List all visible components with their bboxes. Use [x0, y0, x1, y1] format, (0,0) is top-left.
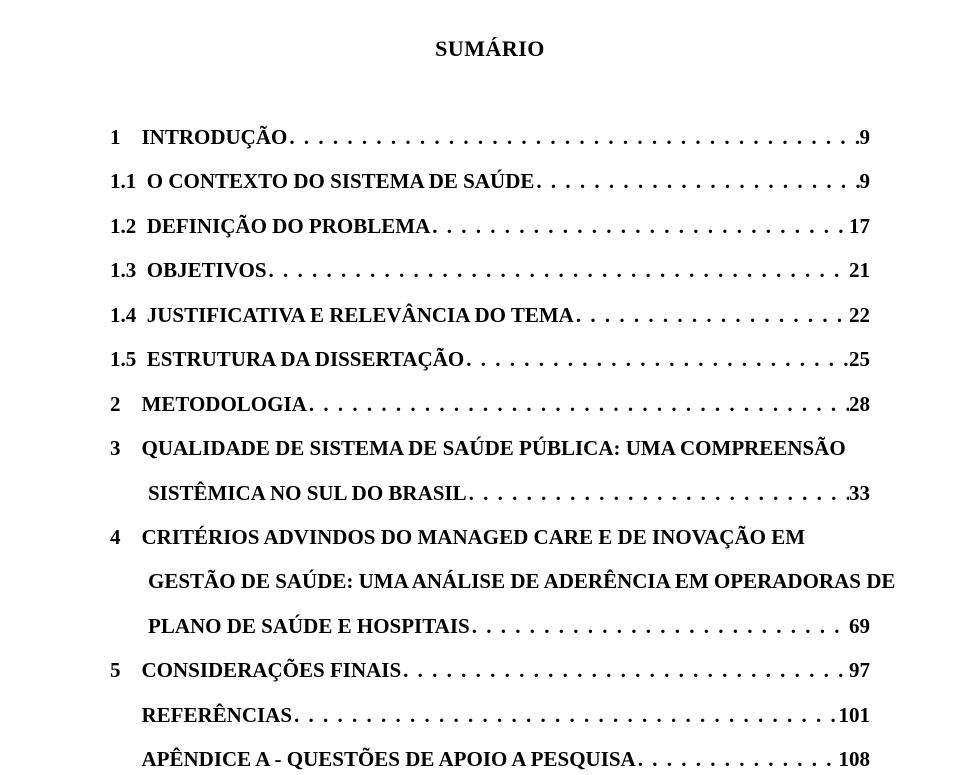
toc-entry-page: 33 [849, 478, 870, 508]
toc-leader: . . . . . . . . . . . . . . . . . . . . … [267, 255, 849, 285]
toc-entry-label: PLANO DE SAÚDE E HOSPITAIS [148, 611, 470, 641]
toc-entry-label: JUSTIFICATIVA E RELEVÂNCIA DO TEMA [147, 300, 574, 330]
toc-entry-number [110, 744, 142, 774]
toc-entry-page: 21 [849, 255, 870, 285]
toc-entry: 3 QUALIDADE DE SISTEMA DE SAÚDE PÚBLICA:… [110, 433, 870, 463]
toc-entry: 2 METODOLOGIA. . . . . . . . . . . . . .… [110, 389, 870, 419]
toc-entry-page: 17 [849, 211, 870, 241]
toc-leader: . . . . . . . . . . . . . . . . . . . . … [467, 478, 849, 508]
toc-entry-number: 1 [110, 122, 142, 152]
toc-entry-number: 1.3 [110, 255, 147, 285]
toc-entry-label: REFERÊNCIAS [142, 700, 293, 730]
toc-title: SUMÁRIO [110, 36, 870, 62]
toc-entry-number: 1.1 [110, 166, 147, 196]
toc-entry-label: SISTÊMICA NO SUL DO BRASIL [148, 478, 467, 508]
toc-entry-continuation: PLANO DE SAÚDE E HOSPITAIS. . . . . . . … [110, 611, 870, 641]
toc-entry: REFERÊNCIAS. . . . . . . . . . . . . . .… [110, 700, 870, 730]
toc-entry-continuation: GESTÃO DE SAÚDE: UMA ANÁLISE DE ADERÊNCI… [110, 566, 870, 596]
toc-entry-number: 2 [110, 389, 142, 419]
toc-entry-page: 69 [849, 611, 870, 641]
toc-leader: . . . . . . . . . . . . . . . . . . . . … [636, 744, 839, 774]
toc-entry-page: 9 [860, 166, 871, 196]
toc-entry: 5 CONSIDERAÇÕES FINAIS. . . . . . . . . … [110, 655, 870, 685]
table-of-contents: 1 INTRODUÇÃO. . . . . . . . . . . . . . … [110, 122, 870, 775]
toc-entry: 1 INTRODUÇÃO. . . . . . . . . . . . . . … [110, 122, 870, 152]
toc-entry: 1.3 OBJETIVOS. . . . . . . . . . . . . .… [110, 255, 870, 285]
toc-entry-page: 22 [849, 300, 870, 330]
toc-entry-continuation: SISTÊMICA NO SUL DO BRASIL. . . . . . . … [110, 478, 870, 508]
toc-entry-number: 3 [110, 433, 142, 463]
toc-entry-number: 1.2 [110, 211, 147, 241]
toc-leader: . . . . . . . . . . . . . . . . . . . . … [430, 211, 849, 241]
toc-entry: 1.1 O CONTEXTO DO SISTEMA DE SAÚDE. . . … [110, 166, 870, 196]
toc-entry-label: METODOLOGIA [142, 389, 307, 419]
toc-entry: 4 CRITÉRIOS ADVINDOS DO MANAGED CARE E D… [110, 522, 870, 552]
toc-entry: 1.4 JUSTIFICATIVA E RELEVÂNCIA DO TEMA. … [110, 300, 870, 330]
toc-entry-label: CONSIDERAÇÕES FINAIS [142, 655, 402, 685]
toc-entry-page: 108 [839, 744, 871, 774]
toc-entry-number: 1.5 [110, 344, 147, 374]
toc-entry-label: QUALIDADE DE SISTEMA DE SAÚDE PÚBLICA: U… [142, 433, 846, 463]
toc-leader: . . . . . . . . . . . . . . . . . . . . … [534, 166, 859, 196]
toc-entry-page: 97 [849, 655, 870, 685]
toc-entry-label: APÊNDICE A - QUESTÕES DE APOIO A PESQUIS… [142, 744, 636, 774]
toc-leader: . . . . . . . . . . . . . . . . . . . . … [464, 344, 849, 374]
toc-entry: 1.2 DEFINIÇÃO DO PROBLEMA. . . . . . . .… [110, 211, 870, 241]
toc-entry-label: CRITÉRIOS ADVINDOS DO MANAGED CARE E DE … [142, 522, 806, 552]
toc-entry: 1.5 ESTRUTURA DA DISSERTAÇÃO. . . . . . … [110, 344, 870, 374]
toc-entry-page: 25 [849, 344, 870, 374]
toc-leader: . . . . . . . . . . . . . . . . . . . . … [470, 611, 849, 641]
toc-leader: . . . . . . . . . . . . . . . . . . . . … [401, 655, 849, 685]
toc-entry-number: 4 [110, 522, 142, 552]
toc-entry-page: 9 [860, 122, 871, 152]
toc-entry: APÊNDICE A - QUESTÕES DE APOIO A PESQUIS… [110, 744, 870, 774]
toc-entry-number: 1.4 [110, 300, 147, 330]
toc-entry-label: O CONTEXTO DO SISTEMA DE SAÚDE [147, 166, 535, 196]
toc-entry-number [110, 700, 142, 730]
document-page: SUMÁRIO 1 INTRODUÇÃO. . . . . . . . . . … [0, 0, 960, 717]
toc-leader: . . . . . . . . . . . . . . . . . . . . … [287, 122, 859, 152]
toc-entry-label: OBJETIVOS [147, 255, 267, 285]
toc-entry-page: 28 [849, 389, 870, 419]
toc-leader: . . . . . . . . . . . . . . . . . . . . … [292, 700, 838, 730]
toc-entry-number: 5 [110, 655, 142, 685]
toc-entry-page: 101 [839, 700, 871, 730]
toc-entry-label: INTRODUÇÃO [142, 122, 288, 152]
toc-leader: . . . . . . . . . . . . . . . . . . . . … [307, 389, 849, 419]
toc-entry-label: ESTRUTURA DA DISSERTAÇÃO [147, 344, 464, 374]
toc-leader: . . . . . . . . . . . . . . . . . . . . … [574, 300, 849, 330]
toc-entry-label: GESTÃO DE SAÚDE: UMA ANÁLISE DE ADERÊNCI… [148, 566, 895, 596]
toc-entry-label: DEFINIÇÃO DO PROBLEMA [147, 211, 431, 241]
